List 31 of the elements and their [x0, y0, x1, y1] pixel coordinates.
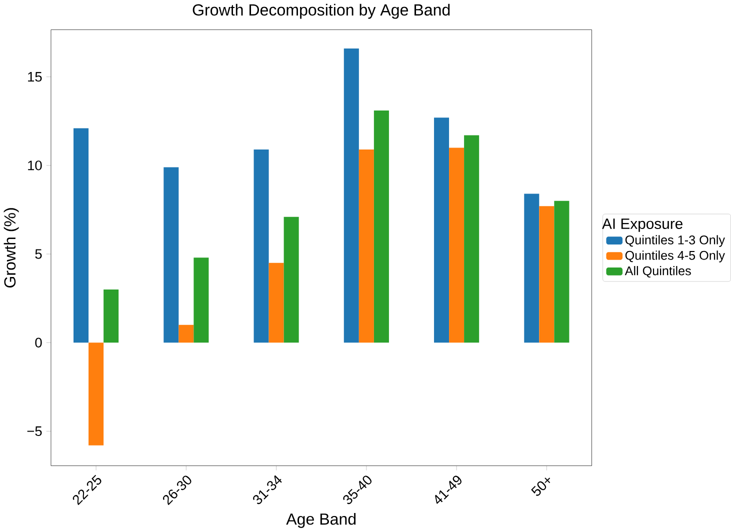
y-axis-title: Growth (%) — [4, 208, 19, 288]
legend-label: All Quintiles — [624, 266, 691, 278]
x-axis-title: Age Band — [286, 513, 356, 528]
y-tick-label: 15 — [28, 72, 42, 82]
bar — [539, 206, 554, 343]
bar — [344, 48, 359, 343]
bar — [358, 150, 374, 343]
chart-title: Growth Decomposition by Age Band — [192, 4, 450, 19]
bar — [88, 342, 104, 446]
bar — [524, 194, 540, 343]
bar — [268, 262, 284, 343]
bar — [434, 118, 450, 343]
bar — [178, 325, 194, 343]
y-tick-label: 5 — [35, 249, 42, 259]
bar — [374, 110, 389, 343]
legend-label: Quintiles 4-5 Only — [625, 250, 725, 262]
bar — [464, 135, 480, 343]
legend-title: AI Exposure — [602, 218, 682, 232]
y-tick-label: 0 — [35, 338, 42, 348]
bar — [104, 290, 119, 343]
bar — [254, 150, 269, 343]
bar — [194, 258, 209, 343]
bar — [284, 216, 299, 343]
bar — [449, 148, 464, 343]
bar — [554, 200, 570, 343]
y-tick-label: 10 — [28, 160, 42, 170]
bar — [164, 167, 179, 343]
bar — [74, 128, 89, 343]
x-tick-label: 50+ — [531, 478, 550, 496]
legend-label: Quintiles 1-3 Only — [625, 235, 725, 247]
y-tick-label: −5 — [27, 426, 42, 436]
